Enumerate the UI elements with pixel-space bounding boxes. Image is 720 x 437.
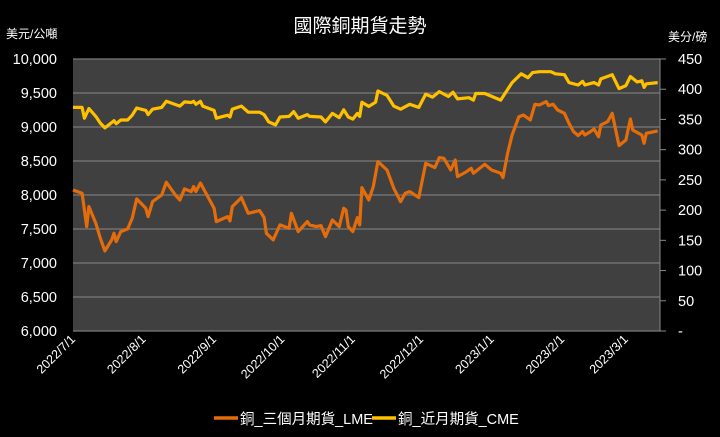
y-left-tick-label: 7,500 [21,222,57,238]
y-right-tick-label: 100 [678,264,702,280]
series-line-right [73,70,658,130]
x-tick-label: 2022/9/1 [175,332,219,376]
chart-title: 國際銅期貨走勢 [293,15,426,37]
left-axis-label: 美元/公噸 [6,27,57,41]
y-right-tick-label: 400 [678,82,702,98]
y-left-tick-label: 6,000 [21,324,57,340]
y-right-tick-label: 300 [678,143,702,159]
y-left-tick-label: 7,000 [21,256,57,272]
y-right-tick-label: - [678,324,683,340]
y-left-tick-label: 9,500 [21,86,57,102]
y-left-tick-label: 8,000 [21,188,57,204]
legend-label: 銅_三個月期貨_LME [240,411,373,428]
y-left-tick-label: 9,000 [21,120,57,136]
y-right-tick-label: 350 [678,112,702,128]
x-tick-label: 2022/11/1 [309,332,358,381]
y-right-tick-label: 50 [678,294,694,310]
x-tick-label: 2023/1/1 [452,332,496,376]
y-right-tick-label: 450 [678,52,702,68]
x-tick-label: 2022/12/1 [377,332,426,381]
legend-label: 銅_近月期貨_CME [398,411,519,428]
y-left-tick-label: 6,500 [21,290,57,306]
x-tick-label: 2022/10/1 [238,332,287,381]
y-right-tick-label: 250 [678,173,702,189]
y-left-tick-label: 10,000 [13,52,57,68]
x-tick-label: 2022/8/1 [104,332,148,376]
x-tick-label: 2023/3/1 [587,332,631,376]
y-right-tick-label: 200 [678,203,702,219]
x-tick-label: 2023/2/1 [523,332,567,376]
series-line-left [72,99,659,253]
y-left-tick-label: 8,500 [21,154,57,170]
right-axis-label: 美分/磅 [668,29,707,44]
y-right-tick-label: 150 [678,233,702,249]
legend: 銅_三個月期貨_LME 銅_近月期貨_CME [214,411,519,428]
